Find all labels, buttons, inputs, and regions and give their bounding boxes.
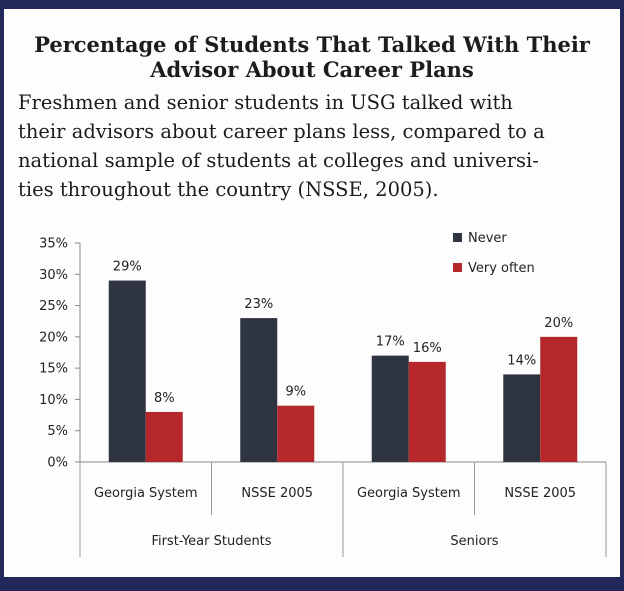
legend: Never Very often <box>453 231 535 276</box>
description-text: Freshmen and senior students in USG talk… <box>18 91 545 201</box>
y-tick-label: 15% <box>39 362 68 377</box>
data-label: 23% <box>244 297 273 312</box>
bar-very-often <box>540 336 578 462</box>
data-label: 16% <box>413 341 442 356</box>
legend-swatch-never <box>453 233 462 242</box>
y-tick-label: 35% <box>39 237 68 252</box>
legend-label: Never <box>468 231 507 246</box>
y-tick-label: 20% <box>39 330 68 345</box>
x-category-label: Georgia System <box>94 486 198 501</box>
x-group-label: First-Year Students <box>151 534 271 549</box>
bar-never <box>503 374 541 462</box>
x-group-label: Seniors <box>450 534 498 549</box>
y-tick-label: 0% <box>47 456 68 471</box>
data-label: 20% <box>544 316 573 331</box>
bar-never <box>108 280 146 462</box>
x-category-label: Georgia System <box>357 486 461 501</box>
x-category-label: NSSE 2005 <box>241 486 313 501</box>
y-tick-label: 25% <box>39 299 68 314</box>
legend-label: Very often <box>468 261 535 276</box>
y-tick-label: 5% <box>47 424 68 439</box>
data-label: 17% <box>376 335 405 350</box>
data-label: 9% <box>285 385 306 400</box>
bar-never <box>371 355 409 462</box>
x-category-label: NSSE 2005 <box>504 486 576 501</box>
data-labels: 29% 8% 23% 9% 17% 16% 14% 20% <box>113 260 573 406</box>
legend-swatch-very-often <box>453 263 462 272</box>
y-tick-label: 30% <box>39 268 68 283</box>
bar-very-often <box>408 361 446 462</box>
data-label: 14% <box>507 353 536 368</box>
page-title: Percentage of Students That Talked With … <box>34 32 590 82</box>
bar-very-often <box>277 405 315 462</box>
bar-very-often <box>145 411 183 462</box>
axes: 0% 5% 10% 15% 20% 25% 30% 35% Georgia System NSSE… <box>39 237 607 557</box>
y-tick-label: 10% <box>39 393 68 408</box>
data-label: 29% <box>113 260 142 275</box>
bars <box>108 280 578 462</box>
bar-never <box>240 318 278 462</box>
data-label: 8% <box>154 391 175 406</box>
